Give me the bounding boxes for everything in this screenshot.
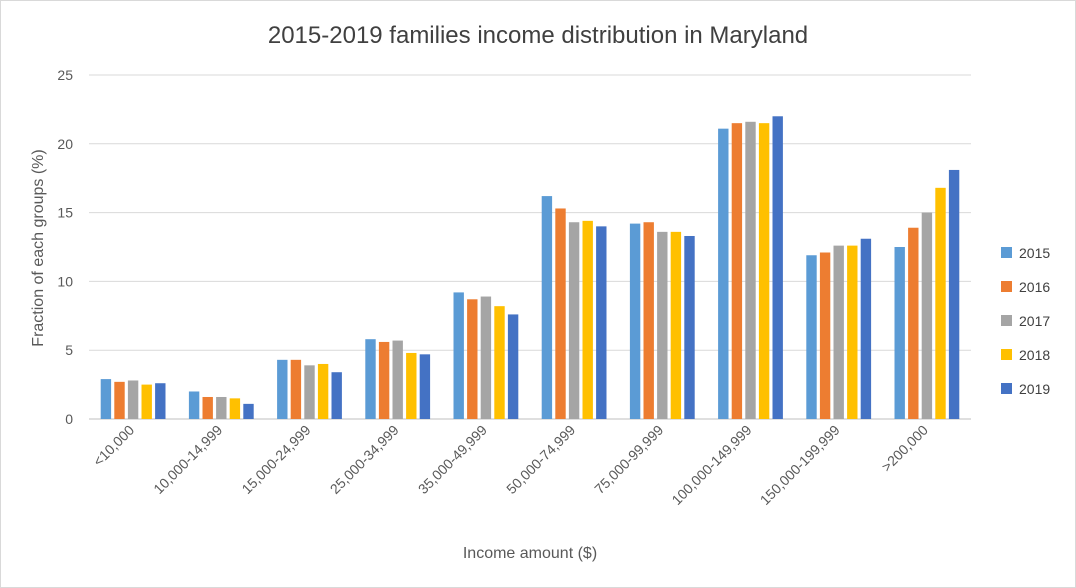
bars xyxy=(100,116,960,419)
bar-2017-1 xyxy=(216,396,227,419)
bar-2015-8 xyxy=(806,255,817,419)
bar-2015-1 xyxy=(188,391,200,419)
bar-2017-6 xyxy=(657,231,668,419)
bar-2015-3 xyxy=(365,339,376,419)
bar-2018-5 xyxy=(582,220,593,419)
bar-2018-7 xyxy=(758,123,770,419)
bar-2017-0 xyxy=(127,380,139,419)
x-tick-label: 15,000-24,999 xyxy=(238,422,313,497)
x-axis-ticks: <10,000 10,000-14,999 15,000-24,999 25,000-… xyxy=(90,422,931,508)
bar-2018-9 xyxy=(935,187,946,419)
bar-2016-8 xyxy=(819,252,831,419)
bar-2018-4 xyxy=(494,306,505,419)
bar-2015-0 xyxy=(100,379,112,419)
bar-2018-2 xyxy=(317,363,329,419)
x-tick-label: 10,000-14,999 xyxy=(150,422,225,497)
bar-2015-5 xyxy=(541,196,553,419)
legend-swatch-2016 xyxy=(1001,281,1012,292)
bar-2016-5 xyxy=(555,208,566,419)
bar-2018-8 xyxy=(847,245,858,419)
legend-label-2016: 2016 xyxy=(1019,279,1050,295)
bar-2019-0 xyxy=(155,383,166,419)
legend: 2015 2016 2017 2018 2019 xyxy=(1001,245,1050,397)
bar-2018-0 xyxy=(141,384,152,419)
x-tick-label: 50,000-74,999 xyxy=(503,422,578,497)
bar-2019-7 xyxy=(772,116,783,419)
legend-label-2017: 2017 xyxy=(1019,313,1050,329)
legend-swatch-2019 xyxy=(1001,383,1012,394)
legend-label-2018: 2018 xyxy=(1019,347,1050,363)
y-tick-label: 0 xyxy=(65,411,73,427)
bar-2016-2 xyxy=(290,359,302,419)
bar-2017-4 xyxy=(480,296,492,419)
bar-2015-6 xyxy=(629,223,641,419)
bar-2017-9 xyxy=(921,212,933,419)
bar-2015-2 xyxy=(277,359,288,419)
bar-2019-4 xyxy=(507,314,519,419)
y-tick-label: 25 xyxy=(57,67,73,83)
bar-2016-1 xyxy=(202,396,213,419)
bar-2015-9 xyxy=(894,247,905,419)
legend-label-2015: 2015 xyxy=(1019,245,1050,261)
bar-2019-8 xyxy=(860,238,872,419)
bar-2016-7 xyxy=(731,123,743,419)
y-tick-label: 15 xyxy=(57,205,73,221)
bar-2016-6 xyxy=(643,222,654,419)
bar-2017-8 xyxy=(833,245,844,419)
bar-2016-9 xyxy=(908,227,919,419)
x-tick-label: >200,000 xyxy=(878,422,931,475)
bar-2016-3 xyxy=(378,341,390,419)
x-tick-label: 75,000-99,999 xyxy=(591,422,666,497)
x-axis-title: Income amount ($) xyxy=(463,545,597,562)
y-tick-label: 20 xyxy=(57,136,73,152)
bar-2017-7 xyxy=(745,121,756,419)
bar-2019-1 xyxy=(243,403,254,419)
legend-swatch-2017 xyxy=(1001,315,1012,326)
x-tick-label: 25,000-34,999 xyxy=(327,422,402,497)
bar-2019-6 xyxy=(684,235,695,419)
bar-2018-3 xyxy=(406,352,417,419)
bar-2019-2 xyxy=(331,372,342,419)
bar-2019-3 xyxy=(419,354,431,419)
bar-2017-2 xyxy=(304,365,315,419)
bar-2018-6 xyxy=(670,231,682,419)
bar-2019-9 xyxy=(948,169,960,419)
x-tick-label: 35,000-49,999 xyxy=(415,422,490,497)
y-tick-label: 5 xyxy=(65,342,73,358)
x-tick-label: 150,000-199,999 xyxy=(757,422,843,508)
legend-swatch-2018 xyxy=(1001,349,1012,360)
bar-2019-5 xyxy=(596,226,607,419)
y-axis-title: Fraction of each groups (%) xyxy=(30,149,47,346)
bar-2016-0 xyxy=(114,381,125,419)
bar-2018-1 xyxy=(229,398,241,419)
bar-2017-3 xyxy=(392,340,403,419)
legend-label-2019: 2019 xyxy=(1019,381,1050,397)
bar-2017-5 xyxy=(568,222,580,419)
y-tick-label: 10 xyxy=(57,273,73,289)
bar-2015-7 xyxy=(718,128,729,419)
legend-swatch-2015 xyxy=(1001,247,1012,258)
y-axis-ticks: 0 5 10 15 20 25 xyxy=(57,67,73,427)
x-tick-label: <10,000 xyxy=(90,422,138,470)
bar-2016-4 xyxy=(467,299,478,419)
x-tick-label: 100,000-149,999 xyxy=(668,422,754,508)
chart-title: 2015-2019 families income distribution i… xyxy=(268,22,808,49)
bar-2015-4 xyxy=(453,292,464,419)
